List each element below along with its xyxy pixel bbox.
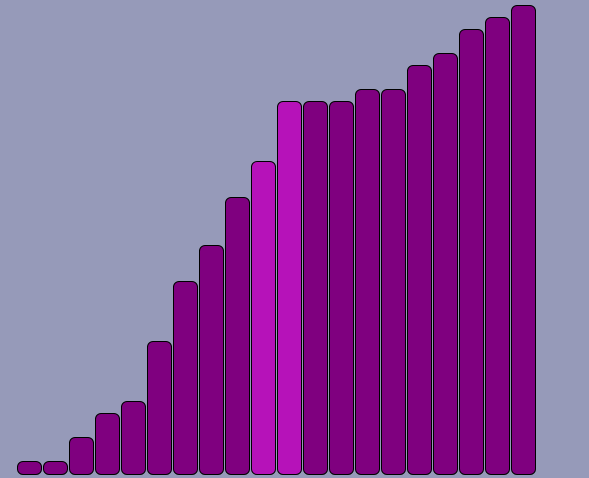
bar-1[interactable] xyxy=(17,461,42,475)
bar-4[interactable] xyxy=(95,413,120,475)
bar-12[interactable] xyxy=(303,101,328,475)
bar-7[interactable] xyxy=(173,281,198,475)
bar-14[interactable] xyxy=(355,89,380,475)
bar-13[interactable] xyxy=(329,101,354,475)
bar-19[interactable] xyxy=(485,17,510,475)
bar-6[interactable] xyxy=(147,341,172,475)
bar-20[interactable] xyxy=(511,5,536,475)
bar-3[interactable] xyxy=(69,437,94,475)
bar-15[interactable] xyxy=(381,89,406,475)
bar-11[interactable] xyxy=(277,101,302,475)
bar-16[interactable] xyxy=(407,65,432,475)
bar-17[interactable] xyxy=(433,53,458,475)
bar-2[interactable] xyxy=(43,461,68,475)
bar-9[interactable] xyxy=(225,197,250,475)
bar-10[interactable] xyxy=(251,161,276,475)
bar-8[interactable] xyxy=(199,245,224,475)
bar-5[interactable] xyxy=(121,401,146,475)
bar-18[interactable] xyxy=(459,29,484,475)
